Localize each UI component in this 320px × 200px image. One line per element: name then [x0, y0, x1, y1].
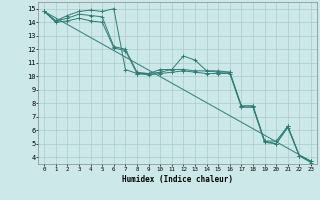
X-axis label: Humidex (Indice chaleur): Humidex (Indice chaleur) — [122, 175, 233, 184]
